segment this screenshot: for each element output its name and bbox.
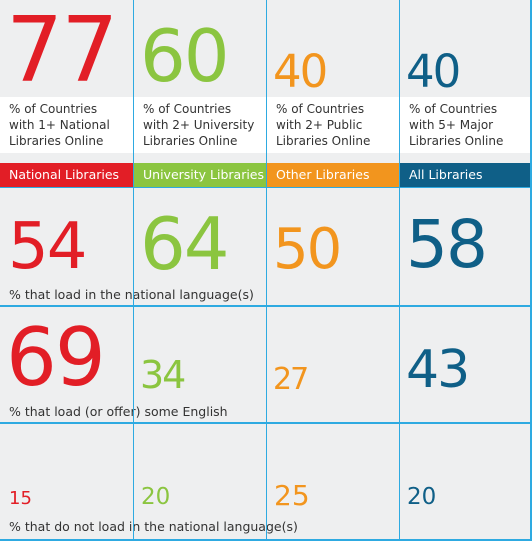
row1-value-all: 58: [406, 206, 488, 283]
row3-value-university: 20: [141, 484, 171, 510]
row1-cell: [267, 188, 399, 306]
row3-value-national: 15: [9, 488, 32, 509]
caption-bg: [400, 97, 532, 153]
row2-value-university: 34: [140, 353, 186, 397]
row2-value-national: 69: [6, 311, 106, 404]
category-other: Other Libraries: [267, 163, 399, 187]
top-cell-university: 60 % of Countries with 2+ University Lib…: [134, 0, 266, 163]
grid-line: [0, 539, 532, 541]
caption-line: Libraries Online: [409, 134, 504, 148]
top-cell-all: 40 % of Countries with 5+ Major Librarie…: [400, 0, 532, 163]
top-cell-other: 40 % of Countries with 2+ Public Librari…: [267, 0, 399, 163]
caption-bg: [134, 97, 266, 153]
caption-line: with 2+ University: [143, 118, 255, 132]
grid-line: [266, 0, 267, 541]
row2-cell: [400, 307, 532, 423]
row1-label: % that load in the national language(s): [9, 287, 254, 302]
row1-value-other: 50: [273, 217, 342, 282]
row3-value-all: 20: [407, 484, 437, 510]
caption-line: % of Countries: [409, 102, 498, 116]
caption-line: with 1+ National: [9, 118, 110, 132]
caption-line: % of Countries: [143, 102, 232, 116]
grid-line: [133, 0, 134, 541]
category-national: National Libraries: [0, 163, 133, 187]
top-cell-national: 77 % of Countries with 1+ National Libra…: [0, 0, 133, 163]
row2-label: % that load (or offer) some English: [9, 404, 228, 419]
grid-line: [0, 187, 532, 188]
top-caption-national: % of Countries with 1+ National Librarie…: [9, 101, 110, 149]
row1-cell: [134, 188, 266, 306]
row1-value-national: 54: [8, 210, 87, 284]
grid-line: [0, 305, 532, 307]
row2-value-all: 43: [406, 340, 470, 400]
row3-value-other: 25: [274, 479, 310, 512]
category-university: University Libraries: [134, 163, 266, 187]
row3-cell: [0, 424, 133, 541]
top-value-national: 77: [6, 0, 119, 103]
row2-cell: [267, 307, 399, 423]
top-value-all: 40: [406, 45, 461, 98]
row2-cell: [0, 307, 133, 423]
row3-cell: [400, 424, 532, 541]
row1-cell: [400, 188, 532, 306]
caption-line: Libraries Online: [9, 134, 104, 148]
grid-line: [0, 422, 532, 424]
caption-line: Libraries Online: [276, 134, 371, 148]
caption-line: % of Countries: [9, 102, 98, 116]
row3-cell: [267, 424, 399, 541]
top-caption-all: % of Countries with 5+ Major Libraries O…: [409, 101, 503, 149]
caption-line: Libraries Online: [143, 134, 238, 148]
caption-line: with 2+ Public: [276, 118, 363, 132]
grid-line: [530, 0, 532, 541]
caption-line: with 5+ Major: [409, 118, 494, 132]
top-caption-university: % of Countries with 2+ University Librar…: [143, 101, 254, 149]
top-value-other: 40: [273, 45, 328, 98]
top-caption-other: % of Countries with 2+ Public Libraries …: [276, 101, 370, 149]
top-value-university: 60: [140, 14, 230, 98]
row1-cell: [0, 188, 133, 306]
grid-line: [399, 0, 400, 541]
row2-value-other: 27: [273, 362, 309, 397]
row2-cell: [134, 307, 266, 423]
caption-bg: [267, 97, 399, 153]
category-all: All Libraries: [400, 163, 532, 187]
caption-bg: [0, 97, 133, 153]
caption-line: % of Countries: [276, 102, 365, 116]
row3-label: % that do not load in the national langu…: [9, 519, 298, 534]
row3-cell: [134, 424, 266, 541]
row1-value-university: 64: [140, 202, 230, 286]
